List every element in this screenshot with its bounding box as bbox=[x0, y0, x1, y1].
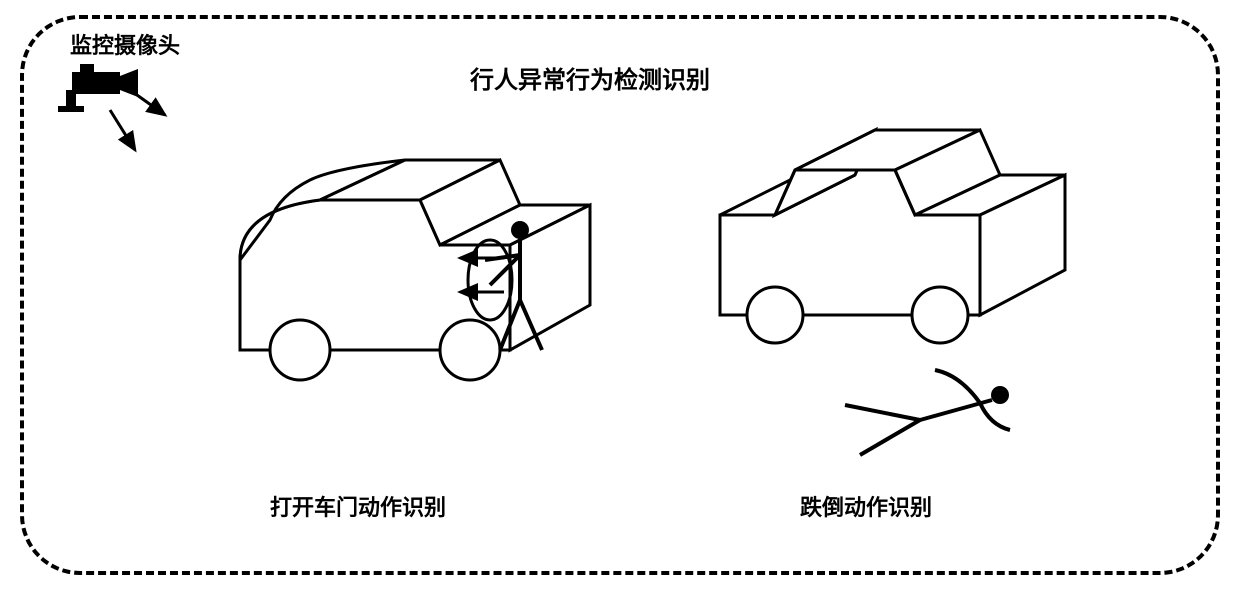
diagram-svg bbox=[0, 0, 1239, 591]
camera-icon bbox=[58, 64, 138, 112]
car-right bbox=[720, 130, 1065, 343]
camera-arrow-2 bbox=[110, 110, 135, 150]
person-fallen bbox=[845, 370, 1010, 455]
car-left bbox=[240, 160, 590, 380]
camera-arrow-1 bbox=[130, 90, 165, 115]
